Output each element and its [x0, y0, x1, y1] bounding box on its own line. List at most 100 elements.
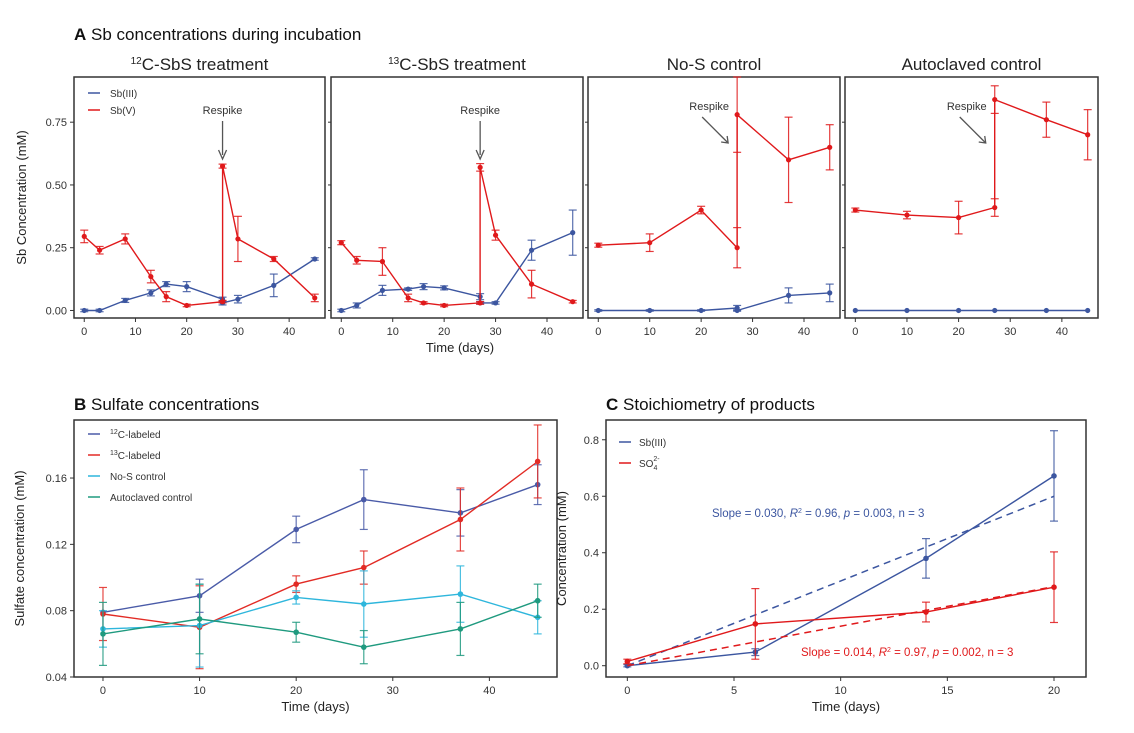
respike-arrow [701, 116, 729, 144]
x-tick-label: 20 [290, 685, 302, 697]
data-point [1043, 117, 1049, 123]
data-point [405, 286, 411, 292]
panel-a-heading: A Sb concentrations during incubation [74, 25, 361, 44]
data-point [477, 164, 483, 170]
plot-frame [330, 76, 584, 319]
data-point [534, 458, 541, 465]
data-point [361, 601, 367, 607]
data-point [361, 564, 367, 571]
data-point [235, 296, 241, 302]
data-point [492, 232, 499, 238]
annotation-text: Slope = 0.014, [801, 647, 879, 659]
respike-label: Respike [689, 101, 729, 113]
data-point [752, 621, 759, 627]
series-line [627, 586, 1055, 663]
data-point [955, 307, 962, 314]
data-point [184, 284, 190, 290]
series-autoclaved-control [98, 583, 542, 666]
data-point [477, 300, 483, 306]
annotation-text: Slope = 0.030, [712, 508, 790, 520]
x-tick-label: 10 [835, 685, 847, 697]
annotation-italic: R [790, 508, 798, 520]
data-point [534, 597, 541, 604]
data-point [122, 297, 128, 304]
data-point [785, 292, 792, 299]
data-point [457, 591, 464, 597]
series-so4-2- [623, 551, 1058, 665]
plot-frame [73, 76, 326, 319]
x-tick-label: 0 [595, 326, 601, 338]
title-text: C-SbS treatment [399, 55, 526, 74]
data-point [441, 302, 447, 309]
x-tick-label: 0 [852, 326, 858, 338]
data-point [624, 658, 631, 665]
data-point [293, 526, 299, 533]
legend-superscript: 12 [110, 429, 118, 436]
y-tick-label: 0.12 [46, 539, 67, 551]
data-point [923, 609, 929, 615]
panel-a-subplot-4: Autoclaved control 0 10 20 30 40 Respike [842, 55, 1099, 338]
legend: Sb(III) Sb(V) [88, 89, 137, 117]
data-point [271, 282, 277, 288]
data-point [219, 163, 226, 169]
data-point [827, 144, 833, 150]
legend: Sb(III) SO4 2- [619, 438, 666, 472]
data-point [904, 307, 910, 314]
data-point [992, 307, 998, 314]
data-point [570, 299, 576, 305]
data-point [148, 290, 154, 296]
series-sb-v- [594, 76, 834, 269]
legend-text: C-labeled [118, 430, 161, 441]
plot-frame [73, 419, 558, 678]
x-tick-label: 30 [1004, 326, 1016, 338]
data-point [698, 207, 704, 213]
series-line [83, 165, 316, 307]
legend-label: No-S control [110, 472, 166, 483]
panel-a-subplot-3: No-S control 0 10 20 30 40 Respike [585, 55, 841, 338]
series-line [84, 258, 316, 312]
annotation-italic: R [879, 647, 887, 659]
x-tick-label: 10 [387, 326, 399, 338]
plot-frame [605, 419, 1087, 678]
y-tick-label: 0.04 [46, 672, 67, 684]
x-tick-label: 40 [483, 685, 495, 697]
series-line [102, 593, 538, 630]
annotation-text: = 0.003, n = 3 [850, 508, 924, 520]
data-point [354, 302, 360, 309]
data-point [492, 300, 499, 306]
legend-label: Sb(V) [110, 106, 136, 117]
plot-frame [587, 76, 841, 319]
x-tick-label: 10 [193, 685, 205, 697]
x-tick-label: 40 [798, 326, 810, 338]
series-sb-v- [337, 163, 577, 309]
data-point [1085, 307, 1091, 314]
data-point [852, 307, 858, 314]
fit-annotation-sb3: Slope = 0.030, R2 = 0.96, p = 0.003, n =… [712, 508, 924, 520]
data-point [97, 307, 103, 314]
x-tick-label: 40 [283, 326, 295, 338]
data-point [441, 285, 447, 291]
data-point [595, 242, 601, 248]
legend-label: 12C-labeled [110, 429, 161, 441]
x-tick-label: 30 [232, 326, 244, 338]
data-point [698, 307, 704, 314]
x-tick-label: 0 [624, 685, 630, 697]
arrow-head-icon [721, 135, 729, 144]
legend-subscript: 4 [653, 465, 657, 472]
x-tick-label: 30 [387, 685, 399, 697]
title-superscript: 13 [388, 56, 400, 67]
y-axis-label: Concentration (mM) [554, 491, 569, 606]
arrow-head-icon [978, 135, 987, 144]
legend-superscript: 13 [110, 450, 118, 457]
x-axis-label: Time (days) [281, 699, 349, 714]
subplot-title: 12C-SbS treatment [131, 55, 269, 74]
data-point [992, 96, 998, 103]
y-tick-label: 0.08 [46, 606, 67, 618]
series-sb-iii- [852, 307, 1091, 314]
data-point [1051, 584, 1057, 590]
annotation-superscript: 2 [887, 647, 891, 654]
y-tick-label: 0.25 [46, 243, 67, 255]
x-tick-label: 15 [941, 685, 953, 697]
annotation-text: = 0.002, n = 3 [939, 647, 1013, 659]
